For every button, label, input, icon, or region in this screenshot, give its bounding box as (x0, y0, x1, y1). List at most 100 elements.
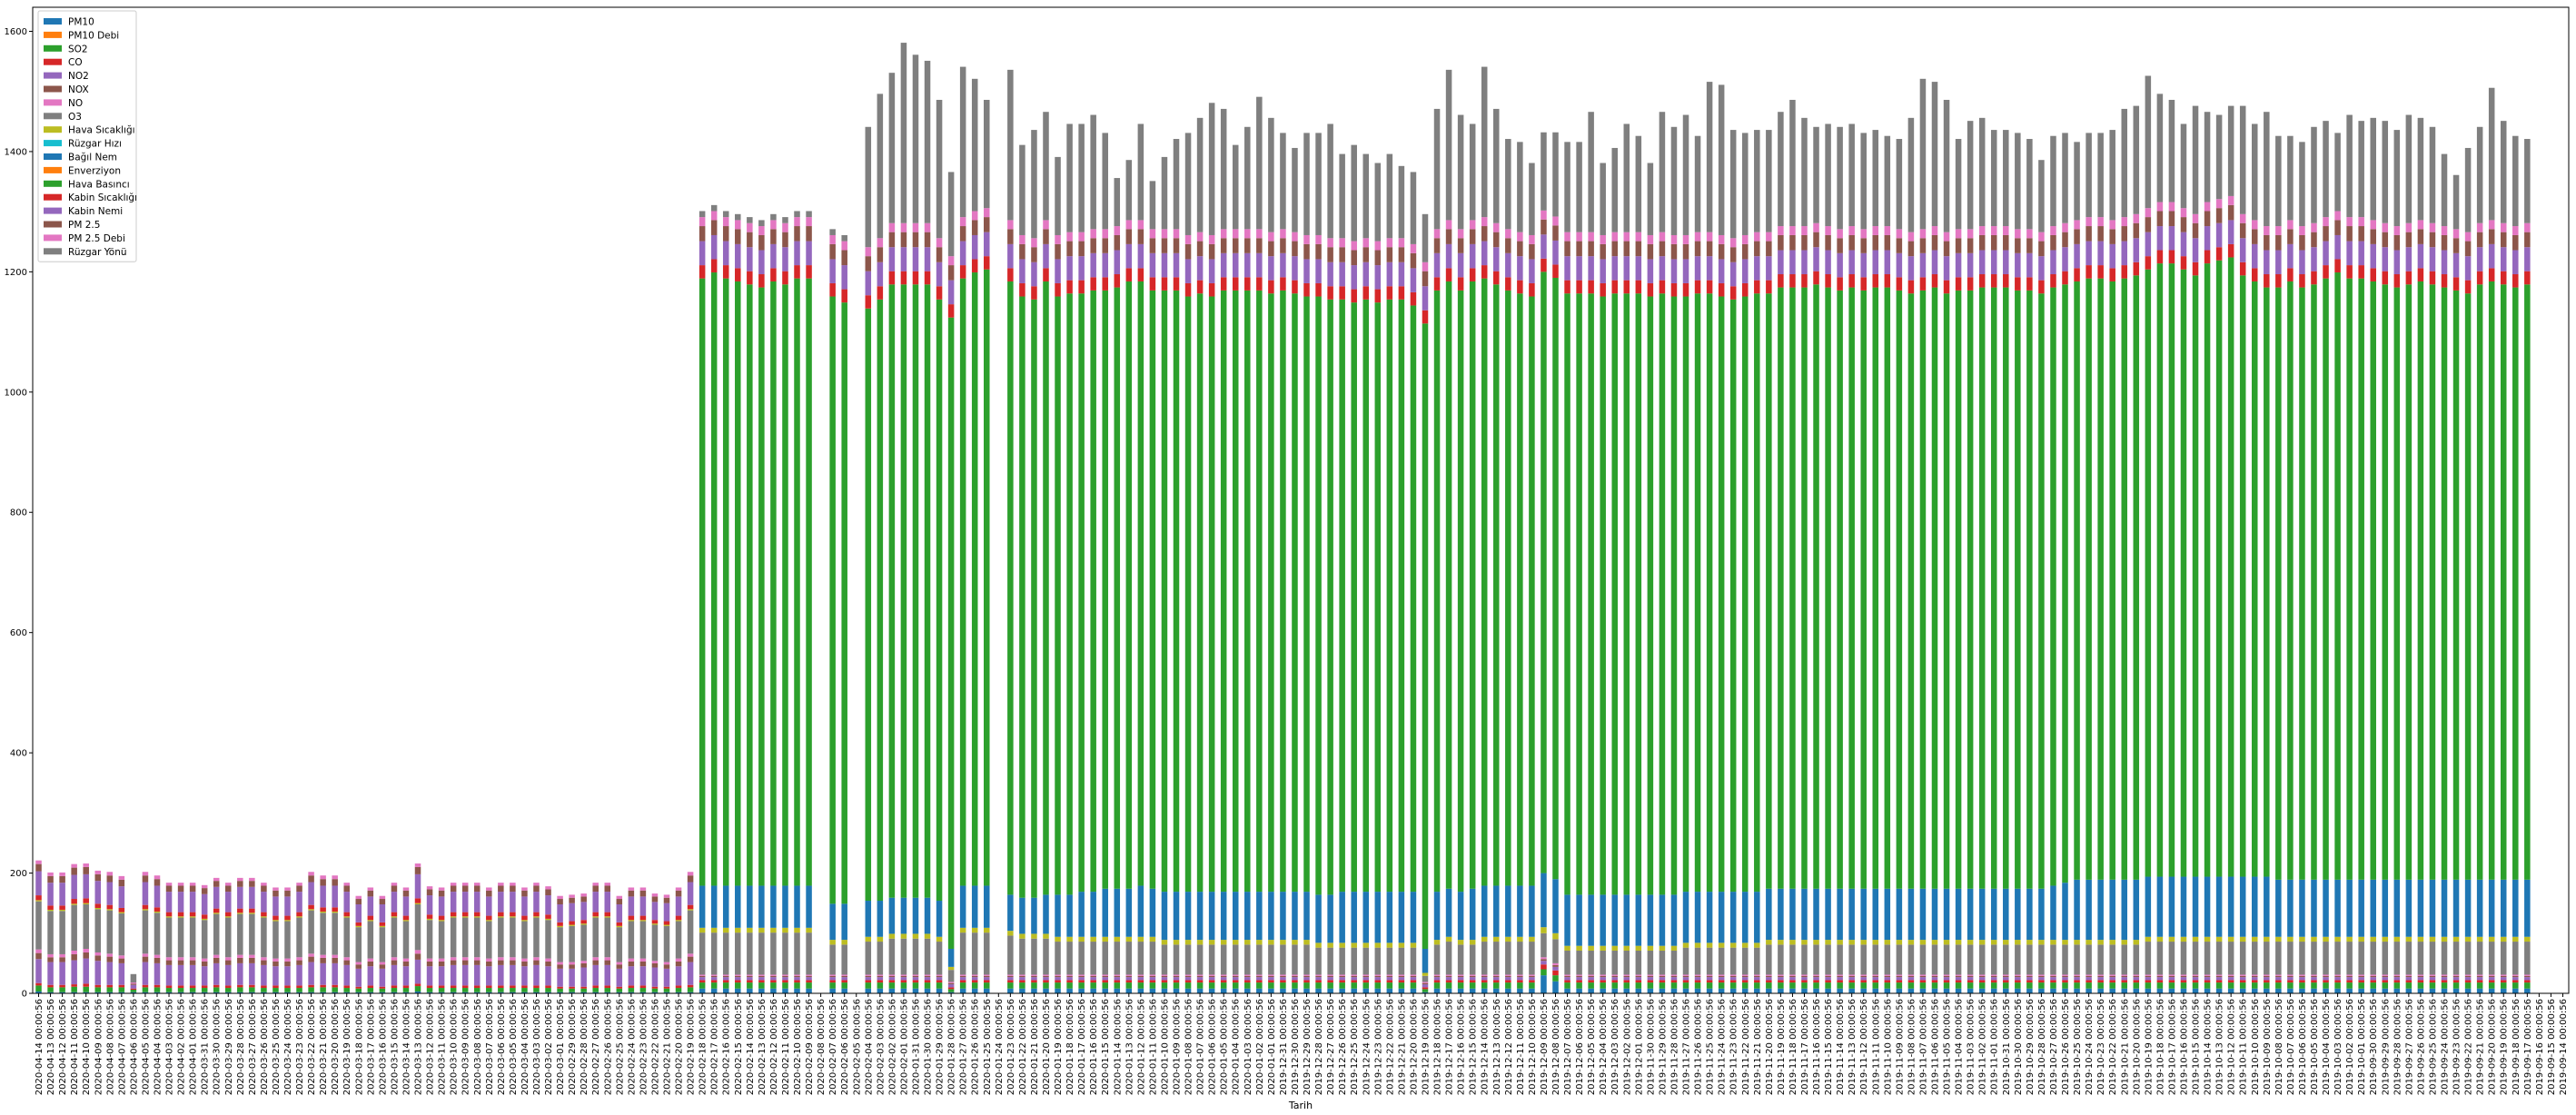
bar-segment (2097, 278, 2104, 880)
bar-segment (651, 896, 659, 903)
bar-segment (877, 247, 884, 262)
bar-segment (2512, 975, 2519, 978)
bar-segment (1256, 974, 1263, 976)
bar-segment (770, 268, 777, 281)
bar-segment (1659, 980, 1666, 983)
bar-segment (1303, 982, 1310, 989)
bar-segment (2370, 220, 2376, 230)
bar-segment (1552, 132, 1559, 217)
bar-segment (402, 890, 410, 897)
bar-segment (438, 921, 445, 959)
bar-segment (569, 894, 575, 898)
bar-segment (557, 895, 563, 900)
bar-segment (1848, 940, 1855, 945)
bar-segment (2003, 982, 2009, 989)
bar-segment (2346, 988, 2353, 993)
bar-segment (1078, 977, 1085, 981)
bar-segment (1386, 982, 1393, 989)
bar-segment (165, 885, 173, 893)
bar-segment (794, 211, 800, 218)
bar-segment (2050, 287, 2056, 886)
bar-segment (1884, 888, 1891, 941)
bar-segment (177, 892, 184, 913)
bar-segment (1741, 296, 1749, 893)
bar-segment (1517, 293, 1523, 886)
bar-segment (284, 921, 291, 959)
bar-segment (1007, 982, 1014, 989)
x-tick-label: 2019-11-02 00:00:56 (1978, 999, 1988, 1095)
bar-segment (2086, 944, 2092, 975)
bar-segment (1896, 940, 1903, 945)
bar-segment (1848, 980, 1855, 983)
bar-segment (1529, 975, 1535, 978)
bar-segment (651, 992, 659, 993)
bar-stack (2382, 121, 2389, 993)
bar-stack (2215, 114, 2223, 993)
bar-segment (782, 974, 788, 976)
bar-segment (1280, 133, 1286, 230)
bar-segment (1706, 977, 1713, 981)
bar-segment (710, 885, 718, 928)
bar-segment (1635, 945, 1642, 951)
bar-segment (438, 961, 445, 967)
bar-segment (237, 908, 243, 913)
bar-segment (1694, 977, 1701, 981)
bar-segment (367, 920, 374, 922)
bar-segment (1931, 988, 1938, 993)
bar-segment (1161, 229, 1168, 239)
x-tick-label: 2019-12-26 00:00:56 (1338, 999, 1348, 1095)
bar-segment (320, 962, 326, 985)
bar-segment (2393, 879, 2401, 937)
x-tick-label: 2019-12-20 00:00:56 (1409, 999, 1419, 1095)
x-tick-label: 2020-02-26 00:00:56 (603, 999, 613, 1095)
bar-segment (1244, 892, 1251, 941)
bar-segment (2524, 139, 2531, 223)
bar-segment (1801, 888, 1808, 941)
bar-segment (106, 909, 114, 911)
x-tick-label: 2019-10-30 00:00:56 (2014, 999, 2024, 1095)
bar-segment (1860, 229, 1867, 239)
bar-segment (1114, 287, 1121, 889)
bar-segment (794, 932, 800, 975)
bar-segment (1043, 229, 1049, 244)
bar-segment (794, 885, 800, 928)
bar-segment (2334, 133, 2341, 212)
bar-segment (71, 986, 77, 992)
bar-segment (829, 982, 836, 989)
legend-label: NOX (68, 84, 89, 95)
bar-segment (2464, 232, 2472, 242)
bar-segment (1184, 234, 1192, 244)
x-tick-label: 2020-01-25 00:00:56 (983, 999, 993, 1095)
bar-segment (2145, 217, 2152, 232)
bar-segment (592, 916, 599, 918)
bar-segment (1292, 293, 1298, 893)
bar-segment (130, 982, 137, 984)
bar-segment (1055, 894, 1061, 937)
bar-segment (687, 872, 694, 876)
bar-segment (959, 975, 966, 978)
bar-segment (2168, 99, 2175, 202)
bar-segment (1611, 241, 1618, 257)
bar-segment (984, 232, 990, 257)
bar-segment (473, 883, 481, 886)
bar-segment (971, 982, 978, 989)
y-tick-label: 800 (10, 508, 27, 518)
x-tick-label: 2020-02-15 00:00:56 (734, 999, 744, 1095)
bar-segment (1801, 234, 1808, 251)
bar-segment (1149, 229, 1156, 239)
bar-segment (1741, 942, 1749, 948)
bar-segment (806, 226, 812, 242)
bar-segment (414, 983, 421, 987)
bar-segment (332, 913, 338, 955)
bar-segment (1635, 293, 1642, 895)
bar-segment (2062, 980, 2068, 983)
bar-segment (959, 217, 966, 227)
bar-stack (2074, 142, 2080, 993)
bar-segment (1445, 975, 1452, 978)
bar-segment (888, 222, 896, 232)
bar-segment (2003, 944, 2009, 975)
bar-segment (1896, 975, 1903, 978)
x-tick-label: 2020-03-10 00:00:56 (450, 999, 460, 1095)
bar-segment (675, 887, 682, 891)
bar-segment (1884, 250, 1891, 275)
